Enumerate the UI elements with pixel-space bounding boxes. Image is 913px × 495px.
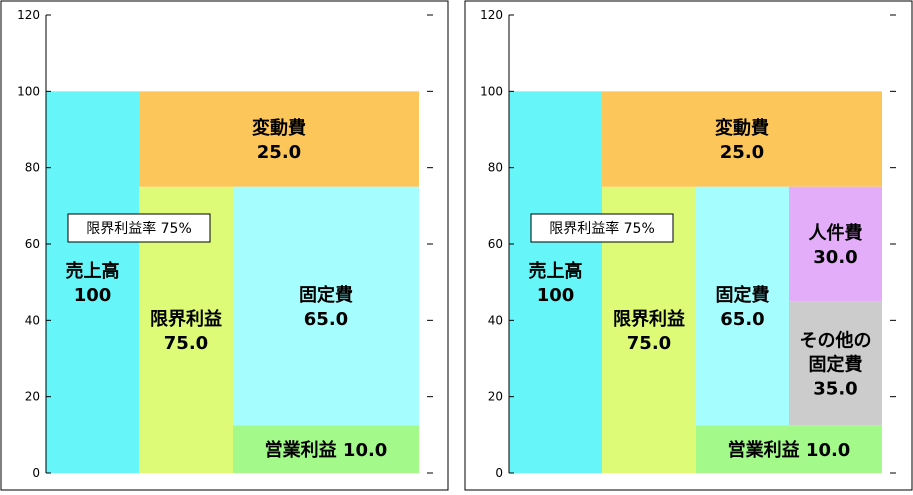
segment-sales — [46, 91, 139, 473]
y-tick-label: 60 — [25, 237, 40, 251]
segment-label-margin: 限界利益 — [613, 308, 685, 330]
segment-label-other_fixed: 固定費 — [809, 353, 863, 375]
segment-sales — [509, 91, 602, 473]
annotation-text: 限界利益率 75% — [86, 220, 192, 237]
y-tick-label: 120 — [480, 8, 503, 22]
y-tick-label: 120 — [17, 8, 40, 22]
y-tick-label: 20 — [488, 390, 503, 404]
segment-label-profit: 営業利益 10.0 — [728, 439, 851, 461]
annotation-box — [67, 213, 211, 243]
segment-label-variable: 25.0 — [720, 142, 764, 163]
segment-label-sales: 100 — [74, 285, 112, 306]
annotation-text: 限界利益率 75% — [549, 220, 655, 237]
segment-label-margin: 75.0 — [164, 333, 208, 354]
segment-label-variable: 変動費 — [715, 117, 769, 139]
segment-label-sales: 100 — [537, 285, 575, 306]
y-tick-label: 100 — [17, 84, 40, 98]
segment-label-fixed: 65.0 — [304, 309, 348, 330]
segment-label-personnel: 30.0 — [813, 247, 857, 268]
segment-variable — [139, 91, 419, 187]
segment-other_fixed — [789, 301, 882, 426]
segment-label-fixed: 固定費 — [299, 284, 353, 306]
segment-label-fixed: 65.0 — [720, 309, 764, 330]
y-tick-label: 40 — [488, 313, 503, 327]
segment-label-margin: 限界利益 — [150, 308, 222, 330]
y-tick-label: 80 — [25, 161, 40, 175]
segment-label-profit: 営業利益 10.0 — [265, 439, 388, 461]
segment-profit — [696, 425, 882, 473]
segment-label-other_fixed: その他の — [800, 329, 872, 351]
segment-fixed — [696, 186, 789, 426]
segment-label-sales: 売上高 — [66, 260, 120, 282]
segment-label-variable: 変動費 — [252, 117, 306, 139]
y-tick-label: 40 — [25, 313, 40, 327]
segment-fixed — [233, 186, 419, 426]
y-tick-label: 80 — [488, 161, 503, 175]
annotation-box — [530, 213, 674, 243]
y-tick-label: 20 — [25, 390, 40, 404]
segment-label-other_fixed: 35.0 — [813, 378, 857, 399]
y-tick-label: 0 — [495, 466, 503, 480]
segment-label-fixed: 固定費 — [716, 284, 770, 306]
segment-label-sales: 売上高 — [529, 260, 583, 282]
segment-label-margin: 75.0 — [627, 333, 671, 354]
segment-personnel — [789, 186, 882, 302]
segment-profit — [233, 425, 419, 473]
segment-label-variable: 25.0 — [257, 142, 301, 163]
segment-variable — [602, 91, 882, 187]
y-tick-label: 0 — [32, 466, 40, 480]
y-tick-label: 100 — [480, 84, 503, 98]
y-tick-label: 60 — [488, 237, 503, 251]
segment-label-personnel: 人件費 — [809, 222, 863, 244]
